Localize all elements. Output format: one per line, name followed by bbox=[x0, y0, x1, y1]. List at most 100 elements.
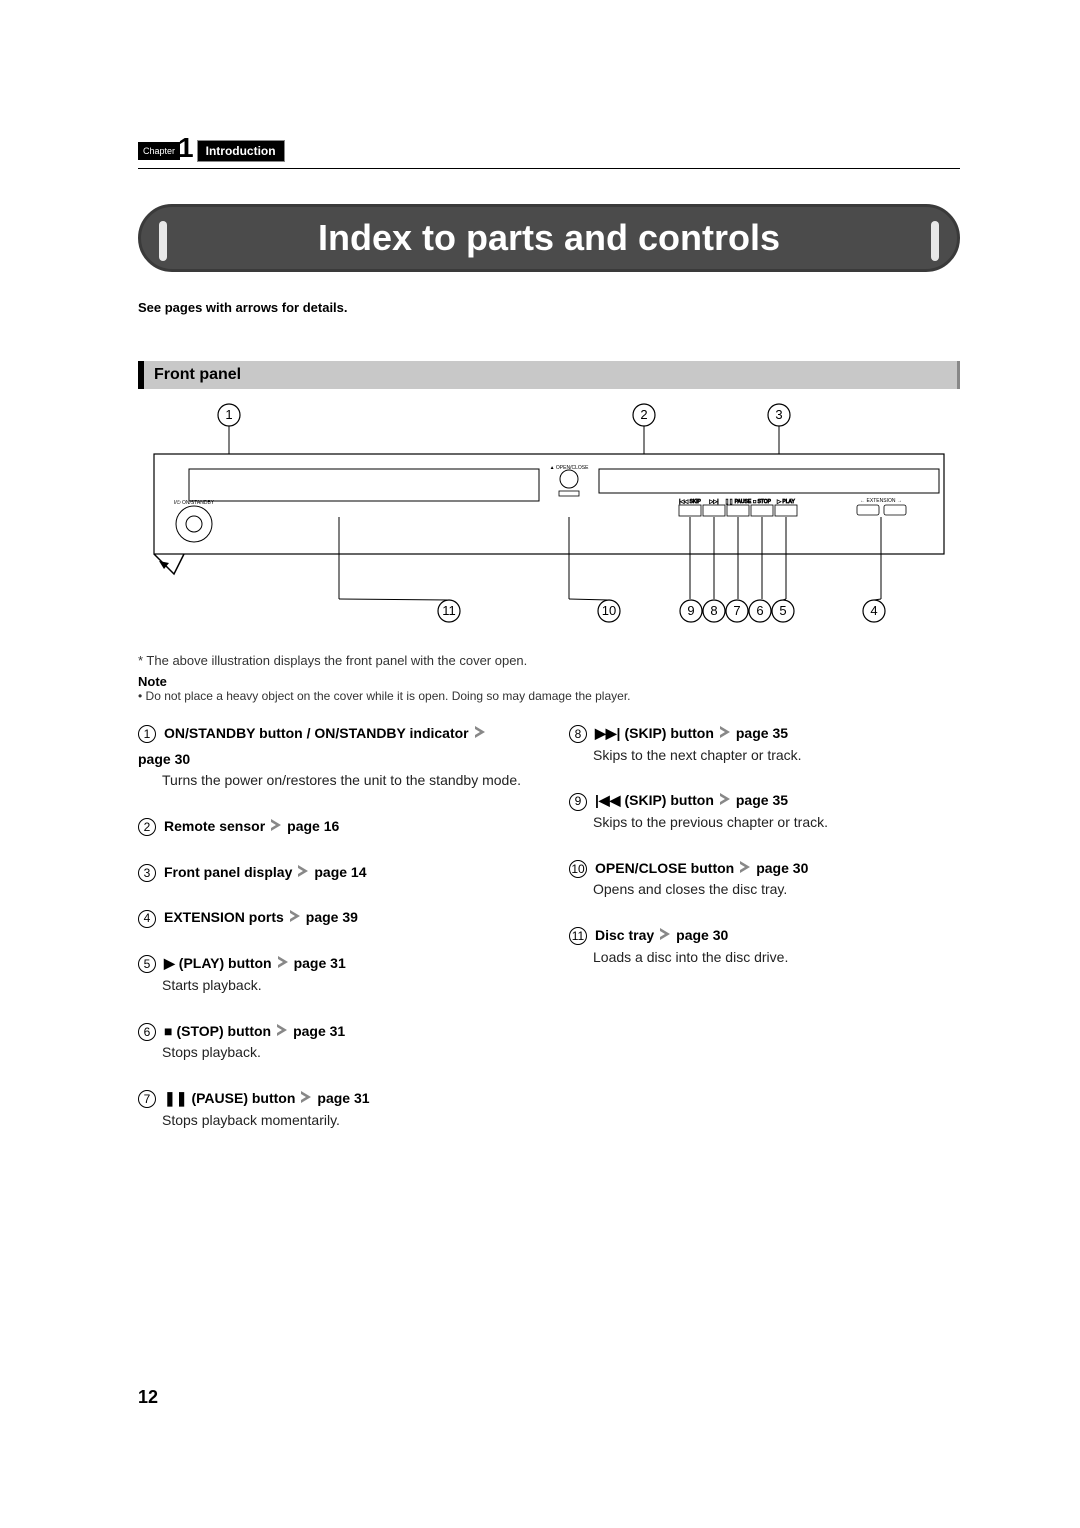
page-ref-arrow-icon bbox=[720, 793, 730, 805]
page-ref: page 31 bbox=[293, 1021, 345, 1043]
page-ref-arrow-icon bbox=[740, 861, 750, 873]
page-ref: page 39 bbox=[306, 907, 358, 929]
control-symbol: |◀◀ bbox=[595, 790, 620, 812]
svg-text:← EXTENSION →: ← EXTENSION → bbox=[860, 498, 902, 504]
svg-text:6: 6 bbox=[756, 603, 763, 618]
item-title: (STOP) button bbox=[176, 1021, 271, 1043]
control-item: 8 ▶▶| (SKIP) button page 35Skips to the n… bbox=[569, 723, 960, 766]
svg-text:▲ OPEN/CLOSE: ▲ OPEN/CLOSE bbox=[550, 465, 590, 471]
svg-text:11: 11 bbox=[442, 603, 456, 618]
item-number: 1 bbox=[138, 725, 156, 743]
item-title: (SKIP) button bbox=[624, 790, 713, 812]
item-description: Skips to the next chapter or track. bbox=[593, 745, 960, 767]
page-ref-arrow-icon bbox=[720, 726, 730, 738]
svg-text:4: 4 bbox=[870, 603, 877, 618]
control-item: 10 OPEN/CLOSE button page 30Opens and clo… bbox=[569, 858, 960, 901]
item-number: 4 bbox=[138, 910, 156, 928]
left-column: 1 ON/STANDBY button / ON/STANDBY indicato… bbox=[138, 723, 529, 1155]
page-ref-arrow-icon bbox=[301, 1091, 311, 1103]
page-ref-arrow-icon bbox=[278, 956, 288, 968]
item-description: Stops playback momentarily. bbox=[162, 1110, 529, 1132]
subtitle: See pages with arrows for details. bbox=[138, 300, 960, 315]
control-item: 9 |◀◀ (SKIP) button page 35Skips to the p… bbox=[569, 790, 960, 833]
svg-text:2: 2 bbox=[640, 407, 647, 422]
svg-text:■ STOP: ■ STOP bbox=[753, 499, 772, 505]
item-title: (PAUSE) button bbox=[191, 1088, 295, 1110]
page-ref: page 31 bbox=[294, 953, 346, 975]
chapter-label: Chapter bbox=[138, 142, 180, 160]
item-title: Front panel display bbox=[164, 862, 292, 884]
note-body: • Do not place a heavy object on the cov… bbox=[138, 689, 960, 703]
page-content: Chapter 1 Introduction Index to parts an… bbox=[138, 140, 960, 1155]
page-number: 12 bbox=[138, 1387, 158, 1408]
svg-text:|◀◀ SKIP: |◀◀ SKIP bbox=[679, 499, 701, 505]
control-symbol: ■ bbox=[164, 1021, 172, 1043]
item-description: Turns the power on/restores the unit to … bbox=[162, 770, 529, 792]
svg-text:7: 7 bbox=[733, 603, 740, 618]
item-number: 2 bbox=[138, 818, 156, 836]
item-number: 6 bbox=[138, 1023, 156, 1041]
item-number: 3 bbox=[138, 864, 156, 882]
page-ref-arrow-icon bbox=[271, 819, 281, 831]
item-description: Loads a disc into the disc drive. bbox=[593, 947, 960, 969]
note-label: Note bbox=[138, 674, 960, 689]
item-title: EXTENSION ports bbox=[164, 907, 284, 929]
page-ref-arrow-icon bbox=[277, 1024, 287, 1036]
item-number: 11 bbox=[569, 927, 587, 945]
item-title: (SKIP) button bbox=[624, 723, 713, 745]
diagram-footnote: * The above illustration displays the fr… bbox=[138, 653, 960, 668]
page-ref-arrow-icon bbox=[290, 910, 300, 922]
items-columns: 1 ON/STANDBY button / ON/STANDBY indicato… bbox=[138, 723, 960, 1155]
control-symbol: ❚❚ bbox=[164, 1088, 187, 1110]
control-symbol: ▶▶| bbox=[595, 723, 620, 745]
svg-text:3: 3 bbox=[775, 407, 782, 422]
control-item: 6 ■ (STOP) button page 31Stops playback. bbox=[138, 1021, 529, 1064]
svg-text:10: 10 bbox=[602, 603, 616, 618]
right-column: 8▶▶| (SKIP) button page 35Skips to the n… bbox=[569, 723, 960, 1155]
svg-text:❚❚ PAUSE: ❚❚ PAUSE bbox=[725, 499, 752, 505]
item-description: Skips to the previous chapter or track. bbox=[593, 812, 960, 834]
chapter-row: Chapter 1 Introduction bbox=[138, 140, 960, 162]
svg-text:1: 1 bbox=[225, 407, 232, 422]
item-number: 9 bbox=[569, 793, 587, 811]
page-ref: page 30 bbox=[138, 749, 190, 771]
svg-text:I/⏻ ON/STANDBY: I/⏻ ON/STANDBY bbox=[174, 500, 215, 506]
item-title: Disc tray bbox=[595, 925, 654, 947]
page-ref-arrow-icon bbox=[475, 726, 485, 738]
control-item: 2 Remote sensor page 16 bbox=[138, 816, 529, 838]
item-title: ON/STANDBY button / ON/STANDBY indicator bbox=[164, 723, 469, 745]
item-number: 7 bbox=[138, 1090, 156, 1108]
svg-text:5: 5 bbox=[779, 603, 786, 618]
item-number: 10 bbox=[569, 860, 587, 878]
control-symbol: ▶ bbox=[164, 953, 175, 975]
item-title: Remote sensor bbox=[164, 816, 265, 838]
page-ref: page 35 bbox=[736, 723, 788, 745]
chapter-name: Introduction bbox=[197, 140, 285, 162]
item-description: Stops playback. bbox=[162, 1042, 529, 1064]
control-item: 7❚❚ (PAUSE) button page 31Stops playback… bbox=[138, 1088, 529, 1131]
page-ref: page 35 bbox=[736, 790, 788, 812]
title-banner: Index to parts and controls bbox=[138, 204, 960, 272]
item-description: Opens and closes the disc tray. bbox=[593, 879, 960, 901]
item-title: (PLAY) button bbox=[179, 953, 272, 975]
item-number: 5 bbox=[138, 955, 156, 973]
control-item: 5▶ (PLAY) button page 31Starts playback. bbox=[138, 953, 529, 996]
chapter-number: 1 bbox=[178, 138, 194, 158]
svg-text:▶ PLAY: ▶ PLAY bbox=[777, 499, 795, 505]
svg-text:▶▶|: ▶▶| bbox=[710, 499, 719, 505]
control-item: 3 Front panel display page 14 bbox=[138, 862, 529, 884]
chapter-divider bbox=[138, 168, 960, 169]
svg-text:9: 9 bbox=[687, 603, 694, 618]
page-ref-arrow-icon bbox=[298, 865, 308, 877]
page-ref: page 30 bbox=[756, 858, 808, 880]
front-panel-diagram: 1 2 3 ▲ OPEN/CLOSE |◀◀ SKIP ▶▶| ❚❚ PAUSE ■… bbox=[138, 399, 960, 639]
item-number: 8 bbox=[569, 725, 587, 743]
section-header: Front panel bbox=[138, 361, 960, 389]
item-title: OPEN/CLOSE button bbox=[595, 858, 734, 880]
control-item: 1 ON/STANDBY button / ON/STANDBY indicato… bbox=[138, 723, 529, 792]
page-title: Index to parts and controls bbox=[318, 217, 780, 259]
page-ref: page 30 bbox=[676, 925, 728, 947]
page-ref: page 14 bbox=[314, 862, 366, 884]
control-item: 11 Disc tray page 30Loads a disc into the… bbox=[569, 925, 960, 968]
page-ref: page 16 bbox=[287, 816, 339, 838]
